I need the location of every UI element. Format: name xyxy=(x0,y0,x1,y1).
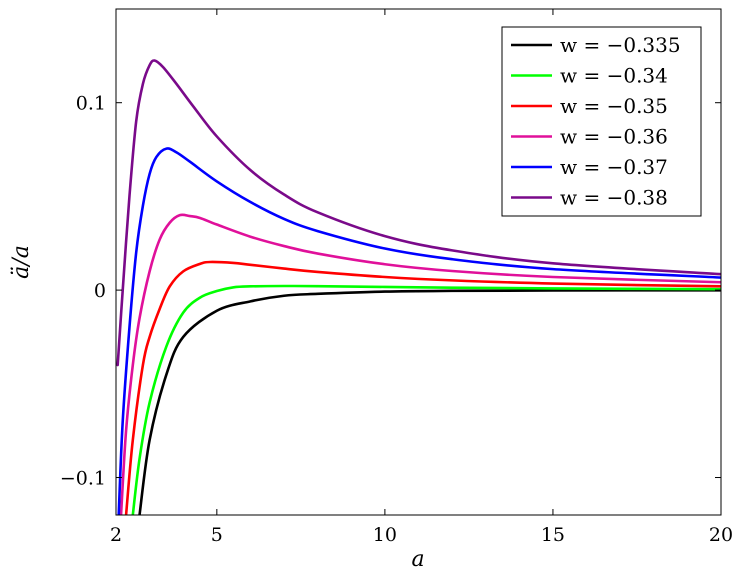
series-line-2 xyxy=(131,284,721,515)
legend-label-4: w = −0.36 xyxy=(560,125,668,149)
series-line-3 xyxy=(124,260,721,515)
y-axis-label: ä/a xyxy=(9,245,34,279)
y-tick-label: 0.1 xyxy=(76,93,106,115)
x-tick-label: 20 xyxy=(709,524,733,546)
x-tick-label: 10 xyxy=(373,524,397,546)
legend-label-3: w = −0.35 xyxy=(560,94,668,118)
series-line-6 xyxy=(116,59,721,367)
series-line-1 xyxy=(138,289,721,515)
legend-label-2: w = −0.34 xyxy=(560,64,668,88)
y-tick-label: 0 xyxy=(94,280,106,302)
x-tick-label: 2 xyxy=(110,524,122,546)
x-tick-label: 15 xyxy=(541,524,565,546)
legend-label-5: w = −0.37 xyxy=(560,155,668,179)
legend: w = −0.335 w = −0.34 w = −0.35 w = −0.36 w =… xyxy=(501,26,702,217)
legend-label-1: w = −0.335 xyxy=(560,33,681,57)
series-line-5 xyxy=(117,147,721,515)
series-group xyxy=(116,59,721,515)
plot-frame xyxy=(115,8,722,516)
x-tick-label: 5 xyxy=(211,524,223,546)
legend-box xyxy=(501,26,702,217)
ticks-group: 2 5 10 15 20 −0.1 0 0.1 xyxy=(60,9,733,546)
legend-label-6: w = −0.38 xyxy=(560,186,668,210)
y-tick-label: −0.1 xyxy=(60,468,106,490)
series-line-4 xyxy=(119,213,721,515)
x-axis-label: a xyxy=(411,547,424,572)
